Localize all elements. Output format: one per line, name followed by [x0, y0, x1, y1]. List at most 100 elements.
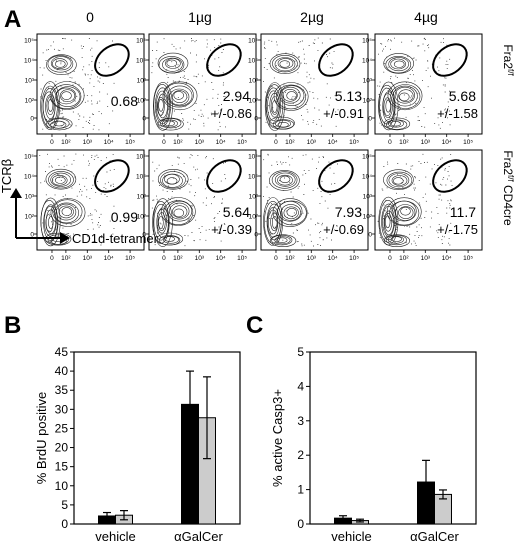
y-tick-label: 10⁵ [136, 38, 146, 45]
dose-header-1: 1µg [188, 9, 212, 25]
gate-percentage: 5.68 [449, 88, 476, 104]
density-contour [59, 89, 76, 102]
y-tick-label: 45 [55, 345, 69, 359]
density-contour [264, 82, 285, 131]
density-contour [161, 119, 178, 128]
chart-casp3: 0 1 2 3 4 5 % active Casp3+ vehicle αGalCer [270, 345, 477, 542]
density-contour [156, 97, 165, 116]
x-tick-label: 10³ [421, 255, 431, 262]
y-tick-label: 20 [55, 441, 69, 455]
x-tick-label: 10³ [421, 139, 431, 146]
y-tick-label: 0 [61, 517, 68, 531]
density-contour [158, 99, 164, 112]
gate-sd: +/-0.69 [323, 222, 364, 237]
density-contour [52, 199, 83, 224]
y-tick-label: 10⁴ [362, 58, 372, 65]
x-tick-label: 0 [388, 255, 392, 262]
density-contour [152, 198, 173, 247]
y-tick-label: 10² [363, 98, 373, 105]
x-arrow-head [60, 232, 70, 244]
density-contour [385, 234, 408, 246]
y-tick-label: 10⁴ [24, 58, 34, 65]
y-tick-label: 10² [249, 98, 259, 105]
density-contour [270, 234, 297, 247]
density-contour [51, 84, 82, 109]
y-tick-label: 15 [55, 460, 69, 474]
x-tick-label: 10³ [307, 139, 317, 146]
density-contour [272, 119, 295, 130]
axis-arrows [15, 196, 62, 239]
density-contour [40, 81, 61, 130]
density-contour [385, 99, 391, 113]
error-bar [103, 511, 111, 521]
x-axis-label-cd1d: CD1d-tetramer [72, 231, 159, 246]
density-contour [61, 91, 72, 100]
flow-plot-0-0: 0.68 10⁵ 10⁴ 10³ 10² 0 0 10² 10³ 10⁴ 10⁵ [24, 33, 145, 146]
y-tick-label: 4 [297, 379, 304, 393]
x-tick-label: 0 [50, 255, 54, 262]
density-contour [45, 168, 77, 190]
flow-plot-0-2: 5.13 +/-0.91 10⁵ 10⁴ 10³ 10² 0 0 10² 10³ 10⁴ 10⁵ [248, 33, 369, 146]
y-tick-label: 0 [30, 232, 34, 239]
y-tick-label: 10² [363, 214, 373, 221]
density-contour [390, 120, 401, 127]
density-contour [167, 85, 193, 107]
flow-plots: 0.68 10⁵ 10⁴ 10³ 10² 0 0 10² 10³ 10⁴ 10⁵ 2.94 +/-0.8… [24, 33, 483, 262]
density-contour [385, 55, 412, 74]
y-axis-label: % BrdU positive [34, 392, 49, 484]
y-axis-label: % active Casp3+ [270, 389, 285, 487]
y-tick-label: 0 [368, 232, 372, 239]
density-contour [390, 58, 407, 70]
density-contour [399, 92, 410, 102]
density-contour [163, 82, 194, 108]
density-contour [160, 197, 196, 226]
density-contour [277, 121, 289, 128]
y-tick-label: 10⁵ [136, 154, 146, 161]
y-tick-label: 10⁴ [136, 174, 146, 181]
density-contour [280, 86, 301, 104]
x-tick-label: 0 [274, 255, 278, 262]
x-tick-label: 10⁵ [349, 255, 359, 262]
density-contour [282, 89, 298, 102]
density-contour [395, 204, 416, 221]
density-contour [387, 81, 423, 111]
density-contour [54, 60, 66, 68]
tetramer-gate [94, 159, 130, 193]
category-label: vehicle [95, 529, 135, 542]
flow-plot-0-1: 2.94 +/-0.86 10⁵ 10⁴ 10³ 10² 0 0 10² 10³ 10⁴ 10⁵ [136, 33, 257, 146]
category-label: αGalCer [410, 529, 459, 542]
density-contour [58, 205, 74, 219]
y-tick-label: 10² [25, 214, 35, 221]
x-tick-label: 10⁴ [104, 139, 114, 146]
x-tick-label: 0 [388, 139, 392, 146]
y-tick-label: 0 [254, 116, 258, 123]
y-tick-label: 10⁴ [248, 174, 258, 181]
error-bar [356, 518, 364, 523]
panel-label-b: B [4, 312, 21, 339]
y-tick-label: 3 [297, 414, 304, 428]
density-contour [378, 81, 399, 131]
y-tick-label: 10² [137, 98, 147, 105]
density-contour [381, 203, 397, 241]
y-tick-label: 10³ [363, 78, 373, 85]
density-contour [277, 174, 293, 186]
density-contour [263, 197, 284, 246]
density-contour [55, 86, 81, 107]
x-tick-label: 10² [399, 139, 409, 146]
density-contour [387, 235, 404, 244]
density-contour [51, 58, 68, 69]
x-tick-label: 10⁴ [216, 255, 226, 262]
flow-plot-frame [36, 33, 145, 135]
tetramer-gate [432, 159, 468, 193]
density-contour [157, 169, 189, 190]
density-contour [53, 202, 79, 224]
density-contour [157, 212, 166, 231]
category-label: αGalCer [174, 529, 223, 542]
x-tick-label: 0 [162, 139, 166, 146]
flow-plot-frame [260, 149, 369, 251]
y-tick-label: 25 [55, 421, 69, 435]
x-tick-label: 10⁵ [349, 139, 359, 146]
y-tick-label: 10⁵ [24, 154, 34, 161]
y-tick-label: 10³ [25, 194, 35, 201]
density-contour [173, 91, 184, 100]
